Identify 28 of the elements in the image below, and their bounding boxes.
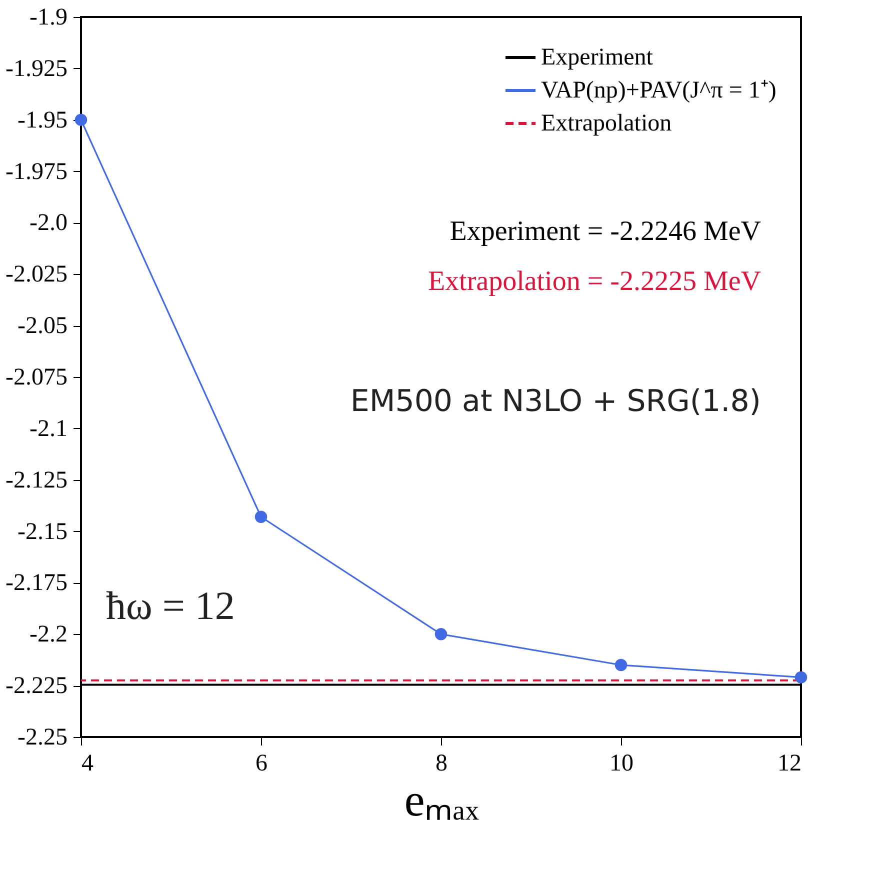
y-tick-label: -2.075 xyxy=(6,364,68,390)
y-tick-label: -2.0 xyxy=(30,210,68,236)
x-tick-label: 12 xyxy=(778,750,802,776)
legend-label: Experiment xyxy=(541,44,654,70)
x-tick-label: 10 xyxy=(610,750,634,776)
y-tick-label: -2.025 xyxy=(6,262,68,288)
y-tick-label: -1.925 xyxy=(6,56,68,82)
x-axis-title: eₘₐₓ xyxy=(404,774,480,826)
y-tick-label: -2.25 xyxy=(18,724,68,750)
x-tick-label: 6 xyxy=(256,750,268,776)
legend-label: Extrapolation xyxy=(541,110,672,136)
x-tick-label: 8 xyxy=(436,750,448,776)
y-tick-label: -2.15 xyxy=(18,518,68,545)
y-tick-label: -1.95 xyxy=(18,107,68,134)
annotation: EM500 at N3LO + SRG(1.8) xyxy=(350,384,761,419)
y-tick-label: -2.125 xyxy=(6,467,68,494)
annotation: ħω = 12 xyxy=(106,583,235,628)
legend-label: VAP(np)+PAV(J^π = 1⁺) xyxy=(541,78,776,104)
annotation: Extrapolation = -2.2225 MeV xyxy=(428,266,761,297)
y-tick-label: -1.975 xyxy=(6,158,68,185)
annotation: Experiment = -2.2246 MeV xyxy=(450,216,761,247)
y-tick-label: -2.175 xyxy=(6,570,68,596)
x-tick-label: 4 xyxy=(82,750,94,776)
y-tick-label: -2.2 xyxy=(30,622,68,648)
y-tick-label: -2.1 xyxy=(30,416,68,442)
y-tick-label: -1.9 xyxy=(30,4,68,30)
y-tick-label: -2.225 xyxy=(6,673,68,700)
y-tick-label: -2.05 xyxy=(18,313,68,340)
